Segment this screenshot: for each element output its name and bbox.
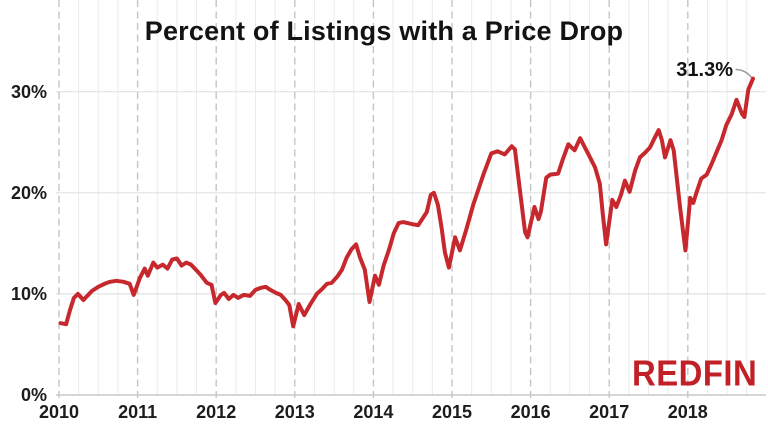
x-tick-label: 2015 — [431, 402, 473, 422]
y-tick-label: 20% — [10, 182, 47, 203]
year-gridlines — [58, 0, 689, 401]
x-tick-label: 2010 — [38, 402, 80, 422]
x-tick-label: 2011 — [118, 402, 158, 422]
last-value-annotation: 31.3% — [676, 59, 733, 81]
x-tick-label: 2012 — [196, 402, 237, 422]
annotation-connector-line — [735, 68, 753, 79]
y-tick-label: 0% — [20, 385, 47, 405]
chart-title: Percent of Listings with a Price Drop — [144, 16, 624, 46]
minor-vertical-gridlines — [78, 0, 748, 395]
redfin-logo: REDFIN — [631, 353, 757, 394]
horizontal-gridlines — [56, 91, 766, 295]
y-tick-label: 10% — [10, 283, 47, 304]
price-drop-series-line — [58, 76, 755, 329]
x-tick-label: 2013 — [274, 402, 315, 422]
y-tick-label: 30% — [10, 81, 47, 102]
x-tick-label: 2018 — [667, 402, 708, 422]
x-tick-label: 2014 — [353, 402, 394, 422]
x-tick-label: 2016 — [510, 402, 551, 422]
x-tick-label: 2017 — [589, 402, 630, 422]
